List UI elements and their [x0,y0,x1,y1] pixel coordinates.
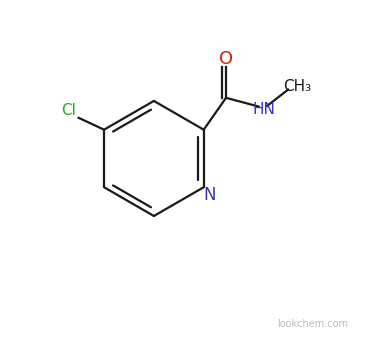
Text: lookchem.com: lookchem.com [277,319,349,329]
Text: Cl: Cl [61,103,76,118]
Text: CH₃: CH₃ [284,79,312,94]
Text: HN: HN [252,102,275,117]
Text: O: O [219,50,233,68]
Text: N: N [203,186,216,204]
